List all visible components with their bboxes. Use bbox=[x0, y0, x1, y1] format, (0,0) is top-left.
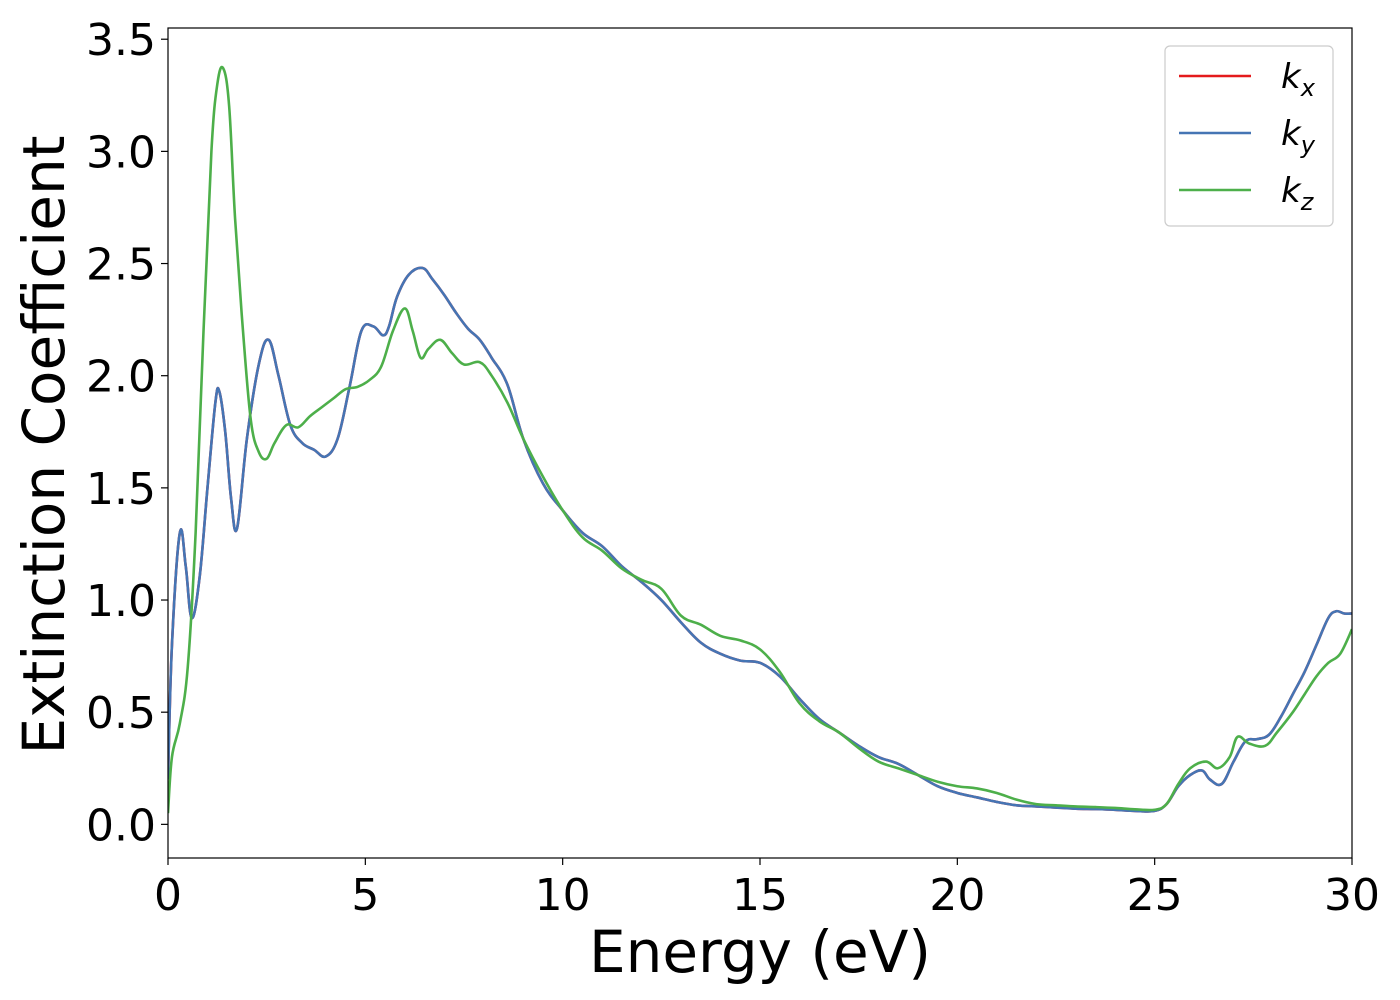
legend-label-kx: kx bbox=[1281, 57, 1316, 102]
x-axis: 0 5 10 15 20 25 30 bbox=[154, 858, 1380, 921]
plot-content bbox=[168, 65, 1352, 814]
x-axis-title: Energy (eV) bbox=[589, 918, 931, 986]
y-axis-title: Extinction Coefficient bbox=[10, 136, 78, 755]
x-tick-label: 15 bbox=[732, 870, 788, 921]
legend: kx ky kz bbox=[1164, 45, 1334, 227]
y-tick-label: 1.0 bbox=[86, 576, 156, 627]
x-tick-label: 30 bbox=[1324, 870, 1380, 921]
x-tick-label: 25 bbox=[1127, 870, 1183, 921]
y-tick-label: 3.5 bbox=[86, 15, 156, 66]
x-tick-label: 20 bbox=[929, 870, 985, 921]
legend-label-ky: ky bbox=[1281, 114, 1316, 159]
legend-label-kz: kz bbox=[1281, 171, 1315, 216]
y-tick-label: 2.5 bbox=[86, 240, 156, 291]
series-line-ky bbox=[168, 266, 1352, 813]
y-tick-label: 3.0 bbox=[86, 127, 156, 178]
y-tick-label: 0.0 bbox=[86, 800, 156, 851]
y-axis: 0.0 0.5 1.0 1.5 2.0 2.5 3.0 3.5 bbox=[86, 15, 168, 851]
series-line-kx bbox=[168, 266, 1352, 813]
x-tick-label: 10 bbox=[535, 870, 591, 921]
y-tick-label: 2.0 bbox=[86, 352, 156, 403]
series-line-kz bbox=[168, 65, 1352, 814]
x-tick-label: 5 bbox=[351, 870, 379, 921]
x-tick-label: 0 bbox=[154, 870, 182, 921]
y-tick-label: 0.5 bbox=[86, 688, 156, 739]
y-tick-label: 1.5 bbox=[86, 464, 156, 515]
legend-box bbox=[1164, 45, 1334, 227]
